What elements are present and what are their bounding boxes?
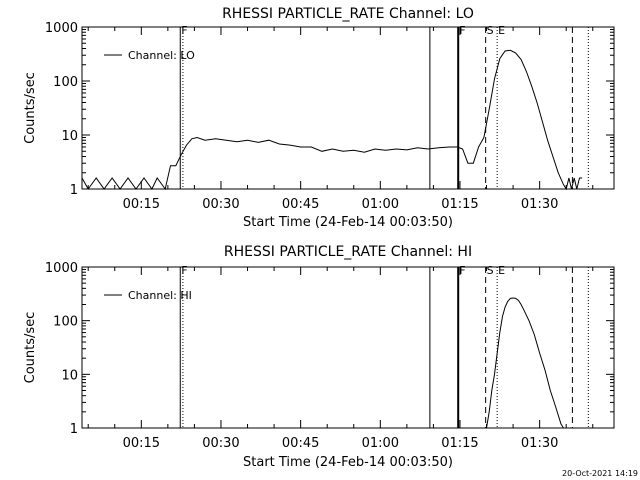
- event-marker-label: E: [498, 264, 505, 277]
- series-line: [486, 297, 564, 429]
- legend-label: Channel: LO: [128, 49, 195, 62]
- x-tick-label: 01:30: [521, 197, 558, 212]
- chart-title: RHESSI PARTICLE_RATE Channel: LO: [222, 6, 474, 22]
- event-marker-label: E: [498, 24, 505, 37]
- plot-frame: [81, 26, 615, 190]
- x-tick-label: 01:15: [441, 197, 478, 212]
- x-tick-label: 00:30: [202, 197, 239, 212]
- series-line: [81, 49, 583, 191]
- chart-title: RHESSI PARTICLE_RATE Channel: HI: [224, 244, 472, 260]
- event-marker-label: S: [487, 24, 494, 37]
- x-tick-label: 00:15: [123, 197, 160, 212]
- x-axis-label: Start Time (24-Feb-14 00:03:50): [243, 215, 453, 230]
- footer-timestamp: 20-Oct-2021 14:19: [562, 469, 638, 478]
- event-marker-label: F: [181, 24, 187, 37]
- y-tick-label: 10: [61, 368, 78, 383]
- x-tick-label: 00:45: [282, 197, 319, 212]
- x-axis-label: Start Time (24-Feb-14 00:03:50): [243, 455, 453, 470]
- event-marker-label: F: [181, 264, 187, 277]
- y-tick-label: 1: [70, 422, 78, 437]
- x-tick-label: 01:00: [362, 197, 399, 212]
- event-marker-label: F: [459, 264, 465, 277]
- y-tick-label: 100: [53, 75, 78, 90]
- chart-panel-hi: RHESSI PARTICLE_RATE Channel: HI 1 10 100 10…: [23, 244, 615, 470]
- x-tick-label: 00:30: [202, 436, 239, 451]
- y-tick-label: 1000: [45, 261, 78, 276]
- y-tick-label: 10: [61, 129, 78, 144]
- y-axis-label: Counts/sec: [23, 312, 38, 384]
- y-tick-label: 100: [53, 315, 78, 330]
- x-tick-label: 01:00: [362, 436, 399, 451]
- x-tick-label: 01:30: [521, 436, 558, 451]
- plot-frame: [81, 266, 615, 429]
- x-tick-label: 01:15: [441, 436, 478, 451]
- y-tick-label: 1000: [45, 21, 78, 36]
- y-axis-label: Counts/sec: [23, 72, 38, 144]
- x-tick-label: 00:45: [282, 436, 319, 451]
- legend-label: Channel: HI: [128, 289, 192, 302]
- y-tick-label: 1: [70, 183, 78, 198]
- x-tick-label: 00:15: [123, 436, 160, 451]
- event-marker-label: S: [487, 264, 494, 277]
- chart-panel-lo: RHESSI PARTICLE_RATE Channel: LO 1 10 100 10…: [23, 6, 615, 230]
- event-marker-label: F: [459, 24, 465, 37]
